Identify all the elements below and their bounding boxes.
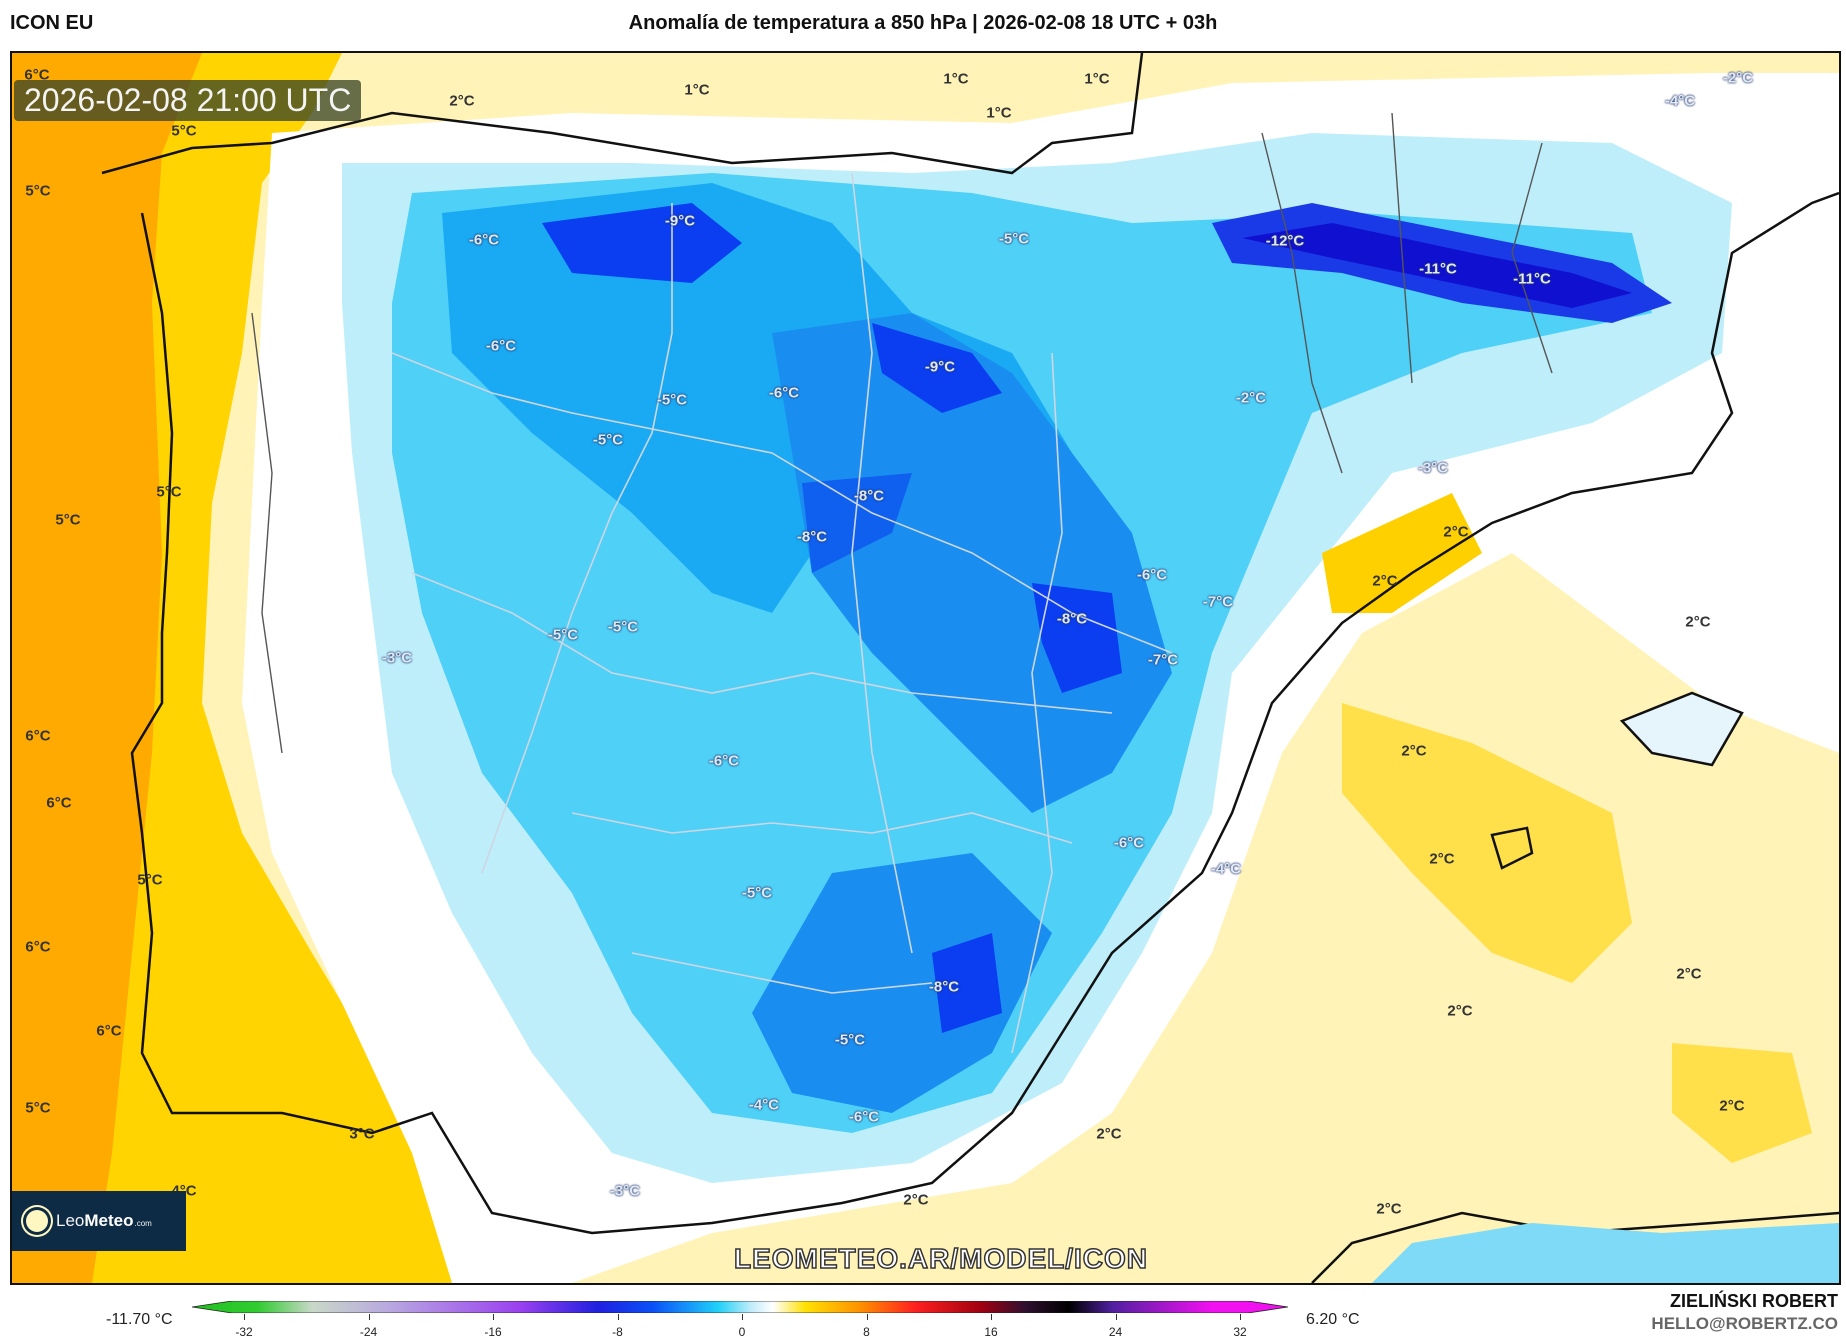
contour-label: -5°C [998, 230, 1030, 248]
contour-label: 5°C [171, 122, 197, 140]
colorbar-tick-mark [368, 1314, 370, 1320]
logo-text-leo: Leo [56, 1211, 85, 1230]
contour-label: -6°C [468, 231, 500, 249]
colorbar-tick-label: -32 [235, 1325, 253, 1339]
contour-label: -5°C [592, 431, 624, 449]
author-email: HELLO@ROBERTZ.CO [1651, 1314, 1838, 1333]
contour-label: -8°C [1056, 610, 1088, 628]
source-watermark: LEOMETEO.AR/MODEL/ICON [733, 1242, 1148, 1275]
contour-label: -11°C [1513, 270, 1551, 288]
model-name: ICON EU [10, 12, 94, 34]
contour-label: -6°C [708, 752, 740, 770]
contour-label: -5°C [741, 884, 773, 902]
contour-label: 2°C [1429, 850, 1455, 868]
contour-label: -11°C [1419, 260, 1457, 278]
valid-time-label: 2026-02-08 21:00 UTC [14, 80, 362, 121]
contour-label: 2°C [1685, 613, 1711, 631]
logo-text-meteo: Meteo [84, 1211, 134, 1230]
contour-label: -6°C [485, 337, 517, 355]
contour-label: -9°C [924, 358, 956, 376]
contour-label: -2°C [1722, 69, 1754, 87]
contour-label: -6°C [768, 384, 800, 402]
leometeo-logo: Leo Meteo .com [12, 1191, 186, 1251]
contour-label: -8°C [853, 487, 885, 505]
colorbar-tick-label: -24 [359, 1325, 378, 1339]
author-name: ZIELIŃSKI ROBERT [1669, 1291, 1838, 1311]
contour-label: -3°C [381, 649, 413, 667]
contour-label: -4°C [748, 1096, 780, 1114]
colorbar-tick-mark [617, 1314, 619, 1320]
colorbar [192, 1301, 1288, 1313]
contour-label: 2°C [903, 1191, 929, 1209]
contour-label: 2°C [1447, 1002, 1473, 1020]
contour-label: -9°C [664, 212, 696, 230]
contour-label: 6°C [25, 727, 51, 745]
contour-label: 2°C [1719, 1097, 1745, 1115]
contour-label: 6°C [96, 1022, 122, 1040]
colorbar-tick-label: 0 [738, 1325, 746, 1339]
contour-label: -4°C [1664, 92, 1696, 110]
contour-label: -6°C [1136, 566, 1168, 584]
contour-label: 2°C [1372, 572, 1398, 590]
contour-label: 1°C [943, 70, 969, 88]
contour-label: -5°C [547, 626, 579, 644]
contour-label: 6°C [25, 938, 51, 956]
colorbar-tick-mark [244, 1314, 245, 1320]
colorbar-tick-mark [493, 1314, 494, 1320]
contour-label: -7°C [1147, 651, 1179, 669]
contour-label: 3°C [349, 1125, 375, 1143]
colorbar-tick-mark [1115, 1314, 1117, 1320]
colorbar-tick-mark [866, 1314, 868, 1320]
contour-label: -6°C [1113, 834, 1145, 852]
contour-label: 2°C [1096, 1125, 1122, 1143]
contour-label: 5°C [25, 182, 51, 200]
chart-title: Anomalía de temperatura a 850 hPa | 2026… [628, 12, 1218, 34]
colorbar-tick-mark [991, 1314, 992, 1320]
contour-label: 2°C [1676, 965, 1702, 983]
colorbar-tick-label: 16 [984, 1325, 998, 1339]
contour-label: -8°C [928, 978, 960, 996]
contour-label: -5°C [834, 1031, 866, 1049]
contour-label: 5°C [25, 1099, 51, 1117]
contour-label: -4°C [1210, 860, 1242, 878]
colorbar-tick-label: -8 [612, 1325, 623, 1339]
contour-label: 1°C [986, 104, 1012, 122]
contour-label: 6°C [24, 66, 50, 84]
contour-label: 5°C [55, 511, 81, 529]
colorbar-tick-label: 32 [1233, 1325, 1247, 1339]
colorbar-tick-label: -16 [484, 1325, 502, 1339]
contour-label: 2°C [1401, 742, 1427, 760]
contour-label: 2°C [1443, 523, 1469, 541]
contour-label: -5°C [656, 391, 688, 409]
contour-label: 5°C [156, 483, 182, 501]
colorbar-tick-mark [742, 1314, 743, 1320]
contour-label: 1°C [684, 81, 710, 99]
map-background [12, 53, 1839, 1283]
contour-label: -5°C [607, 618, 639, 636]
contour-label: 2°C [449, 92, 475, 110]
colorbar-min-value: -11.70 °C [106, 1311, 173, 1328]
colorbar-tick-mark [1240, 1314, 1241, 1320]
contour-label: -3°C [609, 1182, 641, 1200]
contour-label: -3°C [1417, 459, 1449, 477]
contour-label: -8°C [796, 528, 828, 546]
colorbar-max-value: 6.20 °C [1306, 1311, 1360, 1328]
contour-label: -2°C [1235, 389, 1267, 407]
contour-label: -7°C [1202, 593, 1234, 611]
temperature-anomaly-map: 2026-02-08 21:00 UTC 6°C 2°C 1°C 1°C 1°C 1°C 5… [10, 51, 1841, 1285]
contour-label: 1°C [1084, 70, 1110, 88]
contour-label: 2°C [1376, 1200, 1402, 1218]
contour-label: 5°C [137, 871, 163, 889]
colorbar-tick-label: 24 [1108, 1325, 1123, 1339]
contour-label: -12°C [1265, 232, 1305, 250]
logo-text-com: .com [134, 1219, 152, 1228]
sun-icon [26, 1210, 48, 1232]
colorbar-tick-label: 8 [863, 1325, 870, 1339]
contour-label: -6°C [848, 1108, 880, 1126]
contour-label: 6°C [46, 794, 72, 812]
